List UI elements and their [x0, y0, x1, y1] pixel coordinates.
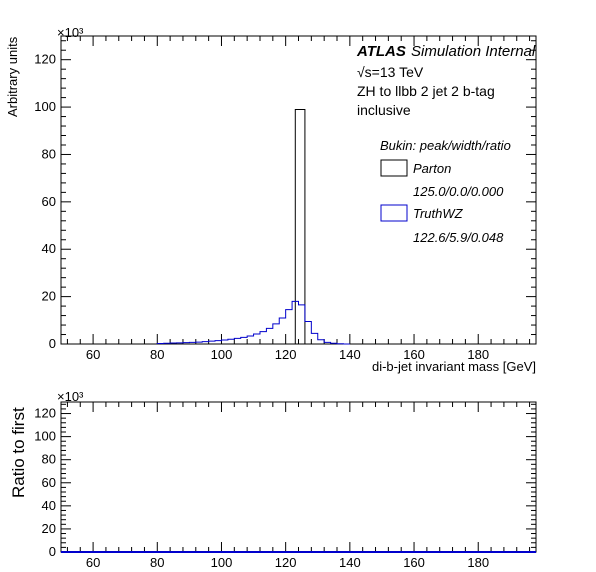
main-plot-panel: 60 80 100 120 140 160 180 0 20 40 60 80 100 120 ×10³…: [5, 25, 537, 374]
main-x-tick-label: 120: [275, 347, 297, 362]
main-x-axis-title: di-b-jet invariant mass [GeV]: [372, 359, 536, 374]
main-y-tick-label: 100: [34, 99, 56, 114]
ratio-y-tick-label: 80: [42, 452, 56, 467]
ratio-y-tick-label: 0: [49, 544, 56, 559]
process-label: ZH to llbb 2 jet 2 b-tag: [357, 83, 495, 99]
legend-swatch-parton: [380, 159, 408, 177]
main-y-axis-title: Arbitrary units: [5, 36, 20, 117]
ratio-x-tick-label: 120: [275, 555, 297, 570]
ratio-x-tick-label: 80: [150, 555, 164, 570]
histogram-parton: [294, 108, 306, 344]
ratio-x-tick-label: 160: [403, 555, 425, 570]
legend-header: Bukin: peak/width/ratio: [380, 138, 511, 153]
main-x-ticks: 60 80 100 120 140 160 180: [66, 36, 531, 362]
ratio-y-tick-label: 120: [34, 406, 56, 421]
ratio-y-tick-label: 20: [42, 521, 56, 536]
ratio-x-tick-label: 60: [86, 555, 100, 570]
main-y-tick-label: 120: [34, 52, 56, 67]
main-y-tick-label: 20: [42, 289, 56, 304]
legend-fit-truthwz: 122.6/5.9/0.048: [413, 230, 504, 245]
ratio-x-tick-label: 140: [339, 555, 361, 570]
legend: Bukin: peak/width/ratio Parton 125.0/0.0…: [380, 138, 511, 245]
main-y-tick-label: 40: [42, 241, 56, 256]
ratio-y-axis-title: Ratio to first: [9, 407, 28, 498]
main-y-tick-label: 60: [42, 194, 56, 209]
legend-label-truthwz: TruthWZ: [413, 206, 464, 221]
ratio-y-tick-label: 40: [42, 498, 56, 513]
main-histograms: [156, 108, 350, 345]
main-x-tick-label: 100: [211, 347, 233, 362]
ratio-plot-panel: 60 80 100 120 140 160 180 0 20 40 60 80 100 120 ×10³…: [9, 389, 537, 570]
histogram-truthwz: [156, 300, 350, 345]
main-x-tick-label: 140: [339, 347, 361, 362]
ratio-plot-frame: [60, 401, 537, 553]
main-y-multiplier: ×10³: [57, 25, 84, 40]
main-x-tick-label: 160: [403, 347, 425, 362]
main-y-tick-label: 0: [49, 336, 56, 351]
ratio-y-tick-label: 60: [42, 475, 56, 490]
ratio-y-ticks: 0 20 40 60 80 100 120: [34, 403, 536, 559]
selection-label: inclusive: [357, 102, 411, 118]
main-y-tick-label: 80: [42, 146, 56, 161]
ratio-y-tick-label: 100: [34, 429, 56, 444]
main-x-tick-label: 60: [86, 347, 100, 362]
atlas-label: ATLAS: [356, 43, 406, 60]
main-x-tick-label: 80: [150, 347, 164, 362]
ratio-y-multiplier: ×10³: [57, 389, 84, 404]
ratio-x-tick-label: 180: [467, 555, 489, 570]
legend-fit-parton: 125.0/0.0/0.000: [413, 184, 504, 199]
legend-swatch-truthwz: [380, 204, 408, 222]
main-y-ticks: 0 20 40 60 80 100 120: [34, 40, 536, 351]
energy-label: √s=13 TeV: [357, 64, 424, 80]
legend-label-parton: Parton: [413, 161, 451, 176]
ratio-x-tick-label: 100: [211, 555, 233, 570]
atlas-status: Simulation Internal: [411, 43, 536, 60]
ratio-x-ticks: 60 80 100 120 140 160 180: [66, 402, 531, 570]
main-x-tick-label: 180: [467, 347, 489, 362]
